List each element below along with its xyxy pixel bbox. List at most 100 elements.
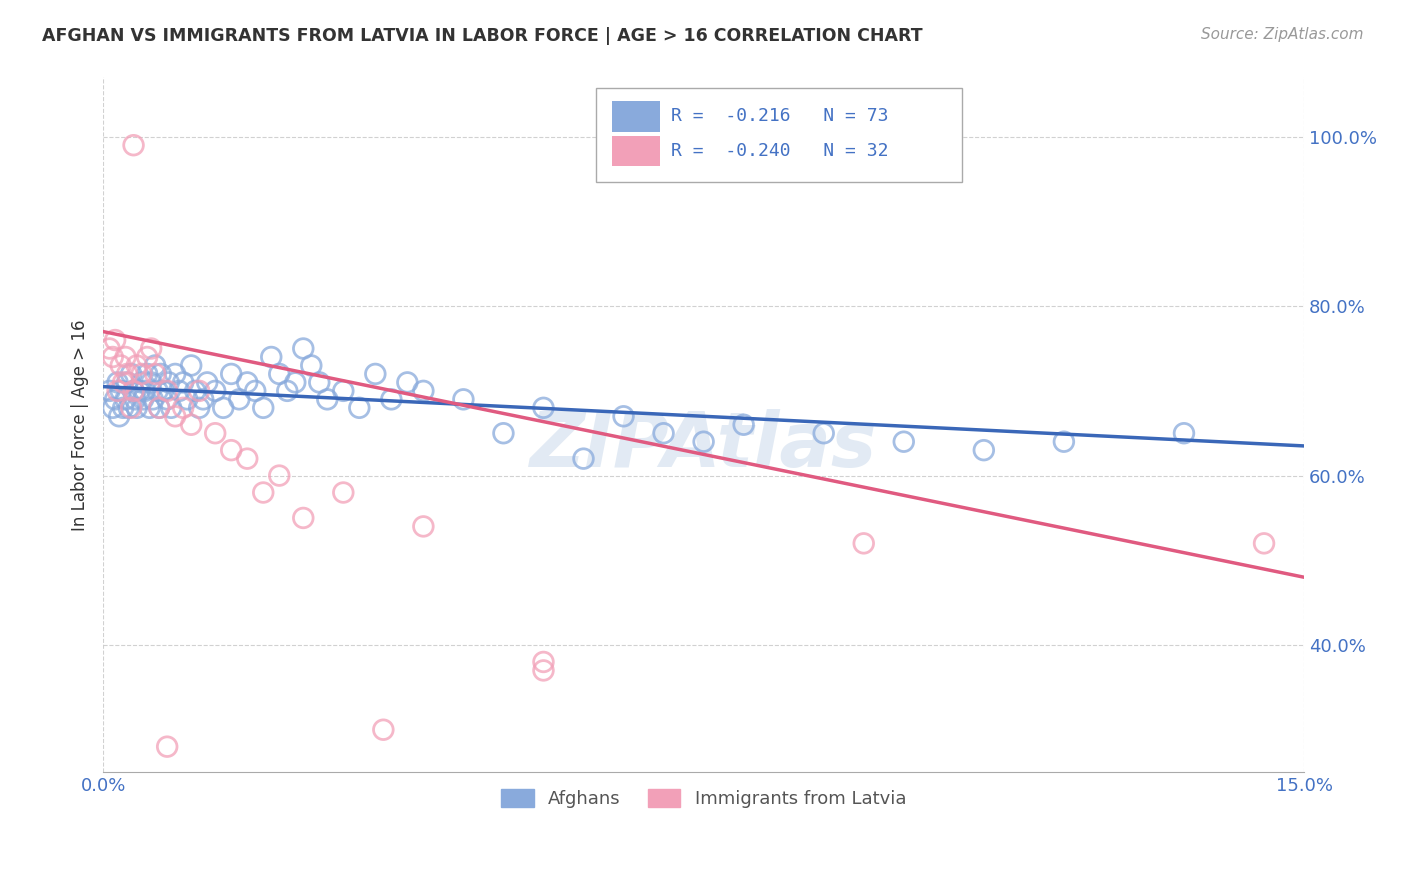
- Point: [893, 434, 915, 449]
- Point: [219, 443, 242, 458]
- Point: [572, 451, 595, 466]
- Point: [146, 384, 169, 398]
- Point: [245, 384, 267, 398]
- Text: AFGHAN VS IMMIGRANTS FROM LATVIA IN LABOR FORCE | AGE > 16 CORRELATION CHART: AFGHAN VS IMMIGRANTS FROM LATVIA IN LABO…: [42, 27, 922, 45]
- Point: [533, 401, 555, 415]
- Point: [349, 401, 371, 415]
- Point: [316, 392, 339, 407]
- Point: [110, 359, 132, 373]
- Point: [299, 359, 322, 373]
- Point: [112, 401, 135, 415]
- Point: [733, 417, 755, 432]
- Point: [141, 376, 163, 390]
- Point: [104, 333, 127, 347]
- Point: [128, 384, 150, 398]
- Text: R =  -0.240   N = 32: R = -0.240 N = 32: [671, 142, 889, 160]
- Point: [364, 367, 387, 381]
- Point: [852, 536, 875, 550]
- Point: [114, 392, 136, 407]
- Legend: Afghans, Immigrants from Latvia: Afghans, Immigrants from Latvia: [494, 781, 914, 815]
- Point: [107, 384, 129, 398]
- Point: [204, 384, 226, 398]
- Point: [1253, 536, 1275, 550]
- Point: [228, 392, 250, 407]
- Point: [176, 392, 198, 407]
- Point: [276, 384, 298, 398]
- Point: [120, 401, 142, 415]
- Point: [136, 367, 159, 381]
- Point: [160, 401, 183, 415]
- Point: [98, 384, 121, 398]
- Point: [204, 426, 226, 441]
- Point: [131, 367, 153, 381]
- Point: [112, 376, 135, 390]
- Point: [692, 434, 714, 449]
- Point: [167, 384, 190, 398]
- Point: [148, 401, 170, 415]
- Point: [332, 384, 354, 398]
- Point: [292, 511, 315, 525]
- Point: [184, 384, 207, 398]
- Point: [172, 376, 194, 390]
- Point: [142, 392, 165, 407]
- Point: [134, 384, 156, 398]
- Point: [236, 376, 259, 390]
- Point: [114, 350, 136, 364]
- Point: [101, 401, 124, 415]
- Point: [156, 384, 179, 398]
- Point: [308, 376, 330, 390]
- Point: [172, 401, 194, 415]
- Point: [132, 392, 155, 407]
- Point: [131, 376, 153, 390]
- Point: [973, 443, 995, 458]
- Point: [492, 426, 515, 441]
- Point: [269, 468, 291, 483]
- Point: [269, 367, 291, 381]
- FancyBboxPatch shape: [613, 101, 661, 132]
- Point: [412, 384, 434, 398]
- Point: [141, 342, 163, 356]
- Point: [156, 392, 179, 407]
- Point: [219, 367, 242, 381]
- Point: [98, 342, 121, 356]
- Point: [107, 376, 129, 390]
- Point: [143, 359, 166, 373]
- Point: [118, 401, 141, 415]
- Point: [104, 392, 127, 407]
- Point: [124, 392, 146, 407]
- Point: [332, 485, 354, 500]
- Point: [212, 401, 235, 415]
- Point: [101, 350, 124, 364]
- FancyBboxPatch shape: [596, 87, 962, 182]
- Point: [108, 409, 131, 424]
- Point: [260, 350, 283, 364]
- Point: [157, 376, 180, 390]
- Point: [652, 426, 675, 441]
- Point: [125, 401, 148, 415]
- Point: [148, 401, 170, 415]
- Point: [122, 384, 145, 398]
- Point: [136, 350, 159, 364]
- Point: [143, 367, 166, 381]
- Point: [193, 392, 215, 407]
- Point: [612, 409, 634, 424]
- Point: [156, 739, 179, 754]
- Point: [1173, 426, 1195, 441]
- Text: ZIPAtlas: ZIPAtlas: [530, 409, 877, 483]
- Point: [122, 384, 145, 398]
- Point: [188, 401, 211, 415]
- Point: [138, 401, 160, 415]
- Point: [180, 417, 202, 432]
- Point: [115, 367, 138, 381]
- Point: [453, 392, 475, 407]
- Point: [195, 376, 218, 390]
- Point: [292, 342, 315, 356]
- Point: [188, 384, 211, 398]
- Text: R =  -0.216   N = 73: R = -0.216 N = 73: [671, 107, 889, 126]
- Point: [152, 384, 174, 398]
- Point: [533, 655, 555, 669]
- Point: [252, 485, 274, 500]
- Point: [1053, 434, 1076, 449]
- Point: [533, 664, 555, 678]
- Point: [165, 409, 187, 424]
